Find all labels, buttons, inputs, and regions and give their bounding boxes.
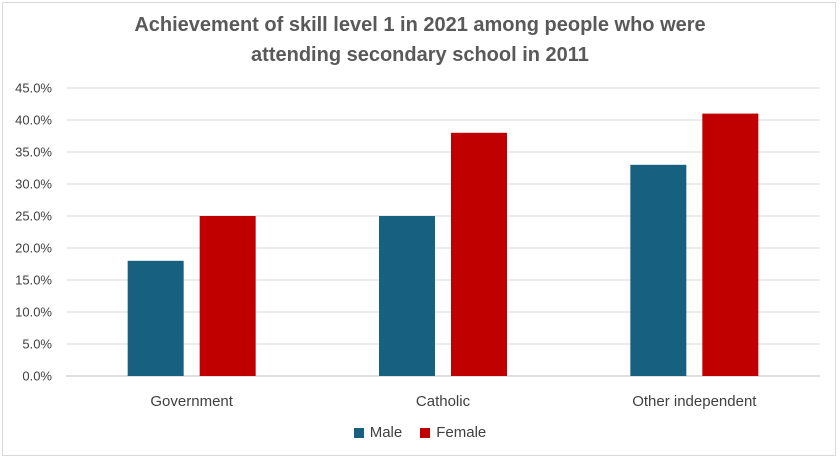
bar-female-catholic[interactable]	[451, 132, 507, 376]
legend-swatch-female	[420, 427, 431, 438]
chart-title: Achievement of skill level 1 in 2021 amo…	[0, 10, 840, 70]
bar-male-catholic[interactable]	[379, 216, 435, 376]
y-tick-label: 40.0%	[15, 113, 52, 128]
x-category-label: Government	[150, 393, 233, 410]
y-tick-label: 35.0%	[15, 145, 52, 160]
y-tick-label: 30.0%	[15, 177, 52, 192]
chart-title-line-1: Achievement of skill level 1 in 2021 amo…	[134, 14, 706, 36]
y-tick-label: 25.0%	[15, 209, 52, 224]
y-tick-label: 45.0%	[15, 81, 52, 96]
legend: Male Female	[0, 424, 840, 441]
bar-female-other-independent[interactable]	[702, 113, 759, 376]
legend-item-male[interactable]: Male	[353, 424, 403, 441]
legend-label-female: Female	[436, 424, 487, 441]
x-category-label: Catholic	[416, 393, 471, 410]
y-tick-label: 0.0%	[22, 369, 52, 384]
y-axis-tick-labels: 0.0% 5.0% 10.0% 15.0% 20.0% 25.0% 30.0% 35.0% 40…	[15, 81, 52, 384]
bar-female-government[interactable]	[199, 216, 256, 376]
gridlines	[66, 87, 820, 377]
x-axis-category-labels: Government Catholic Other independent	[150, 393, 757, 410]
legend-swatch-male	[353, 427, 364, 438]
y-tick-label: 15.0%	[15, 273, 52, 288]
bar-male-other-independent[interactable]	[630, 164, 687, 376]
legend-label-male: Male	[369, 424, 403, 441]
chart-title-line-2: attending secondary school in 2011	[251, 44, 589, 66]
legend-item-female[interactable]: Female	[420, 424, 486, 441]
y-tick-label: 5.0%	[22, 337, 52, 352]
x-category-label: Other independent	[632, 393, 757, 410]
y-tick-label: 10.0%	[15, 305, 52, 320]
bars	[127, 113, 759, 376]
y-tick-label: 20.0%	[15, 241, 52, 256]
bar-male-government[interactable]	[127, 260, 184, 376]
